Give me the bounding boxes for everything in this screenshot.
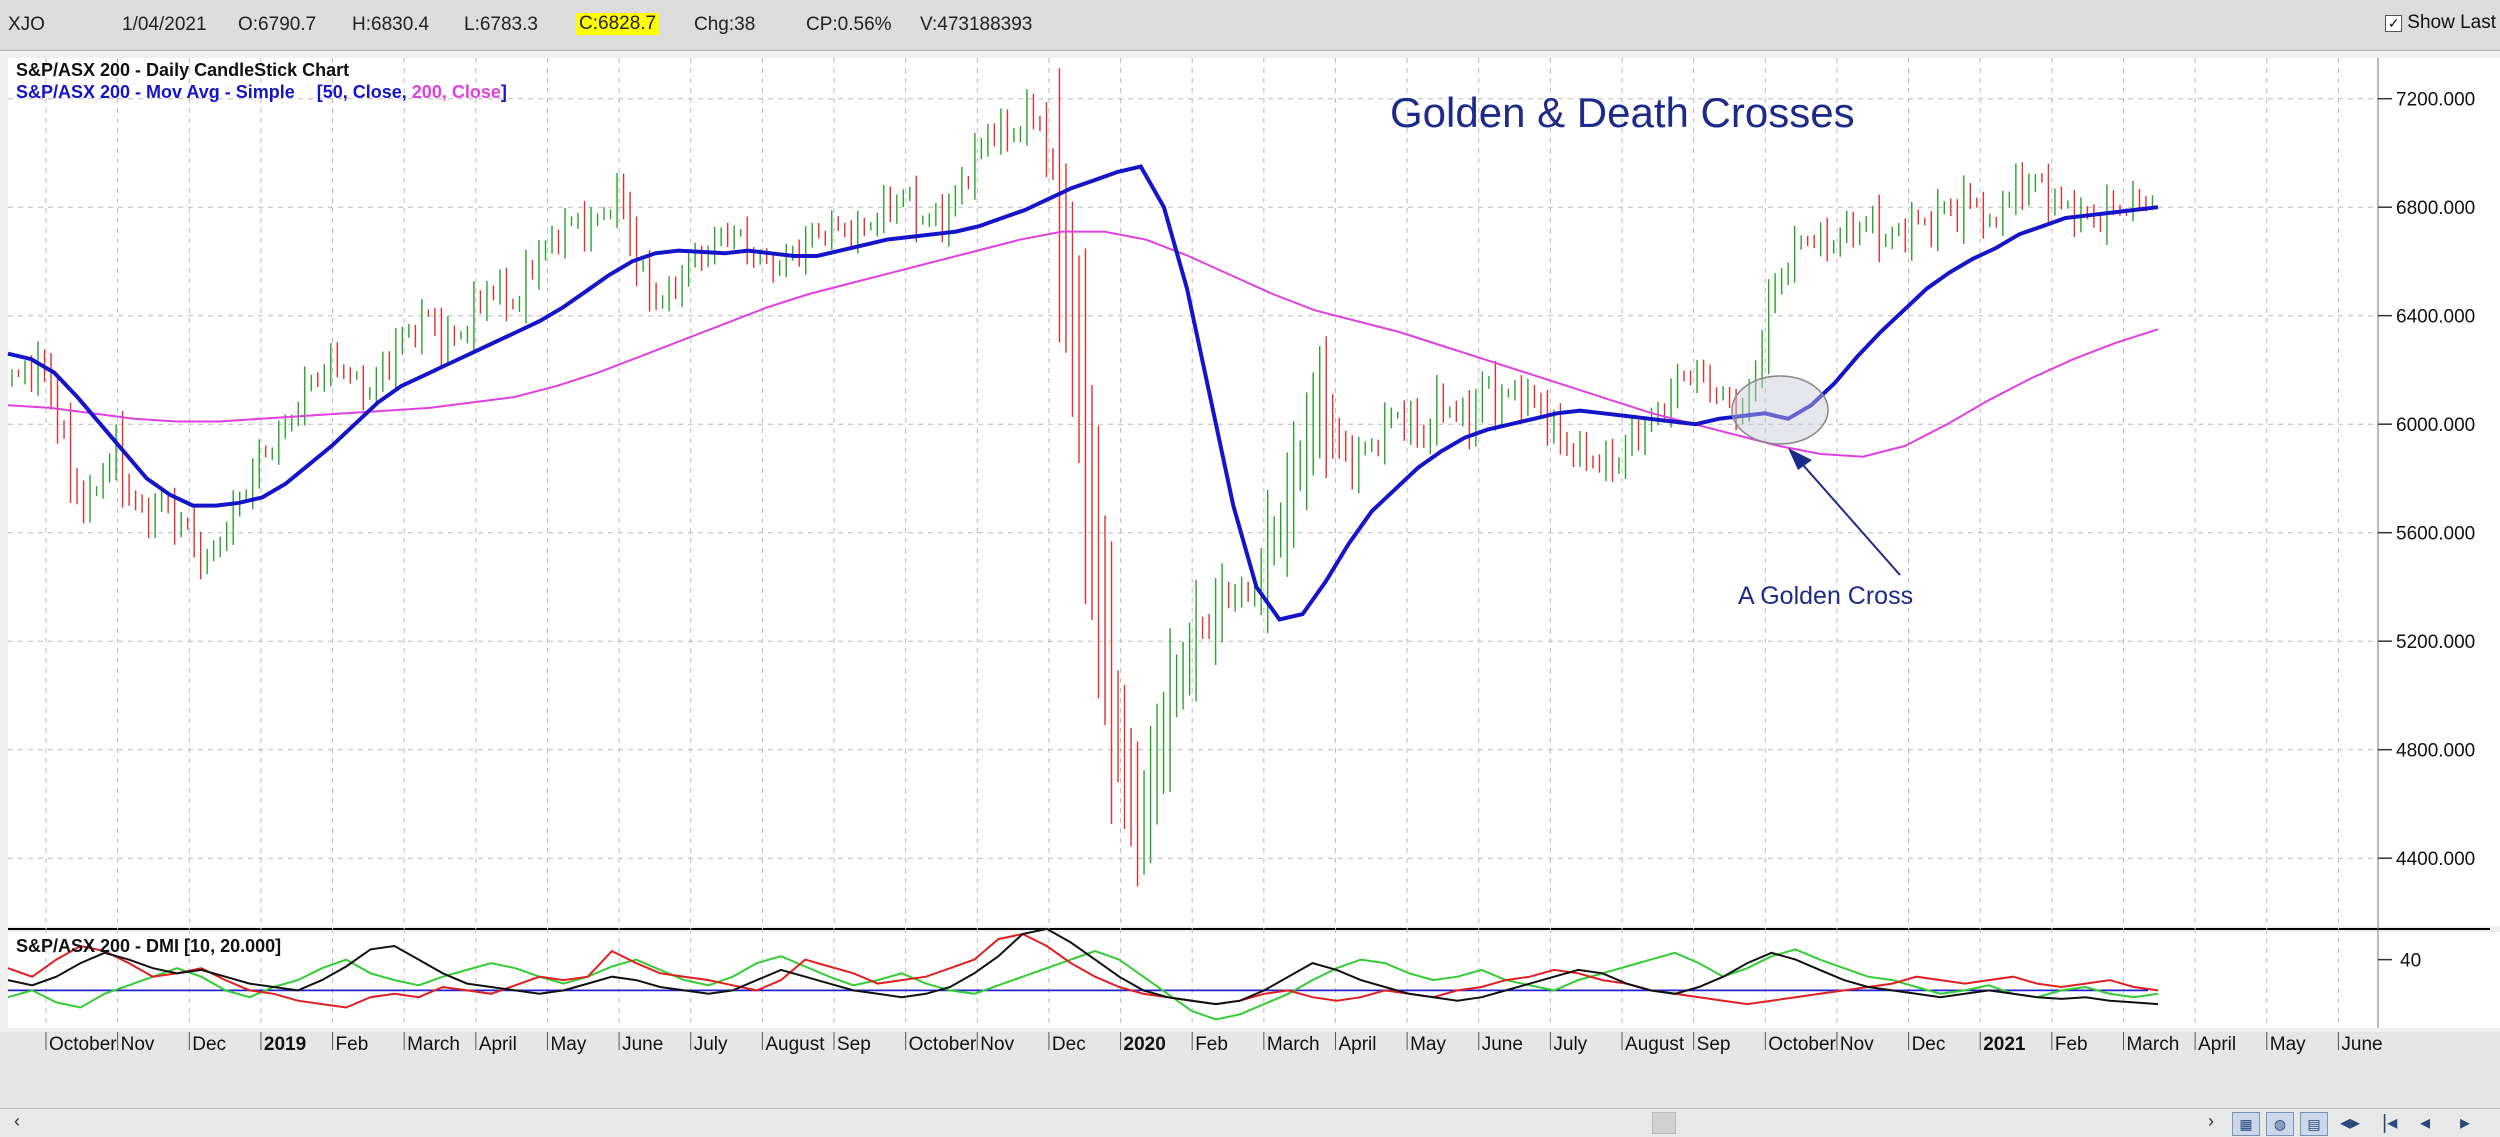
x-label-13: Nov	[980, 1034, 1014, 1055]
ma-legend-200: 200, Close	[412, 82, 501, 102]
x-label-9: July	[694, 1034, 728, 1055]
x-label-8: June	[622, 1034, 663, 1055]
change-label: Chg:38	[694, 14, 756, 35]
y-tick-label-2: 6400.000	[2396, 307, 2475, 328]
close-label: C:6828.7	[576, 13, 660, 35]
plus-di-line	[7, 948, 2159, 1021]
chart-title: Golden & Death Crosses	[1390, 89, 1855, 136]
y-tick-label-7: 4400.000	[2396, 849, 2475, 870]
high-label: H:6830.4	[352, 14, 430, 35]
price-legend: S&P/ASX 200 - Daily CandleStick Chart	[16, 60, 349, 80]
main-plot-area	[8, 58, 2148, 926]
vertical-grid	[45, 58, 2339, 1028]
next-icon[interactable]: ▸	[2460, 1112, 2471, 1134]
scroll-right-arrow[interactable]: ›	[2208, 1111, 2214, 1131]
x-label-6: April	[479, 1034, 517, 1055]
annotation-text: A Golden Cross	[1738, 582, 1913, 610]
x-label-32: June	[2341, 1034, 2382, 1055]
x-label-18: April	[1338, 1034, 1376, 1055]
candlesticks	[11, 68, 2154, 887]
y-tick-label-3: 6000.000	[2396, 415, 2475, 436]
x-label-26: Dec	[1912, 1034, 1946, 1055]
open-label: O:6790.7	[238, 14, 317, 35]
show-last-label: Show Last	[2407, 12, 2496, 33]
dmi-empty-area	[2148, 932, 2500, 1028]
x-label-22: August	[1625, 1034, 1685, 1055]
low-label: L:6783.3	[464, 14, 538, 35]
volume-label: V:473188393	[920, 14, 1033, 35]
x-axis-labels: October Nov Dec 2019 Feb March April May June Jul…	[45, 1032, 2383, 1055]
y-tick-label-0: 7200.000	[2396, 90, 2475, 111]
annotation-arrowhead	[1788, 448, 1812, 470]
x-label-1: Nov	[121, 1034, 155, 1055]
golden-cross-highlight	[1731, 375, 1829, 445]
ma-legend: S&P/ASX 200 - Mov Avg - Simple [50, Close…	[16, 82, 507, 102]
x-label-19: May	[1410, 1034, 1446, 1055]
x-label-20: June	[1482, 1034, 1523, 1055]
x-label-16: Feb	[1195, 1034, 1228, 1055]
x-label-4: Feb	[336, 1034, 369, 1055]
symbol-label: XJO	[8, 14, 45, 35]
x-label-17: March	[1267, 1034, 1320, 1055]
zoom-tool-icon[interactable]: ◍	[2266, 1112, 2294, 1136]
previous-icon[interactable]: ◂	[2420, 1112, 2431, 1134]
date-label: 1/04/2021	[122, 14, 207, 35]
x-label-10: August	[765, 1034, 825, 1055]
x-label-14: Dec	[1052, 1034, 1086, 1055]
x-label-0: October	[49, 1034, 117, 1055]
x-label-30: April	[2198, 1034, 2236, 1055]
x-label-25: Nov	[1840, 1034, 1874, 1055]
x-label-2: Dec	[192, 1034, 226, 1055]
expand-icon[interactable]: ◂▸	[2340, 1112, 2361, 1134]
dmi-tick-label-0: 40	[2400, 951, 2421, 972]
ma-legend-50: [50, Close,	[317, 82, 412, 102]
print-tool-icon[interactable]: ▤	[2300, 1112, 2328, 1136]
x-label-3: 2019	[264, 1034, 306, 1055]
x-label-5: March	[407, 1034, 460, 1055]
x-label-31: May	[2270, 1034, 2306, 1055]
y-tick-label-1: 6800.000	[2396, 198, 2475, 219]
x-axis-band	[0, 1032, 2500, 1108]
minus-di-line	[7, 932, 2159, 1009]
price-chart[interactable]: A Golden Cross Golden & Death Crosses S&…	[0, 50, 2500, 1108]
x-label-23: Sep	[1697, 1034, 1731, 1055]
sma-50-line	[7, 164, 2159, 622]
adx-line	[7, 927, 2159, 1006]
show-last-toggle[interactable]: ✓ Show Last	[2385, 12, 2496, 34]
y-tick-label-4: 5600.000	[2396, 524, 2475, 545]
annotation-arrow-line	[1795, 456, 1901, 576]
x-label-28: Feb	[2055, 1034, 2088, 1055]
ma-legend-close: ]	[501, 82, 507, 102]
y-tick-label-5: 5200.000	[2396, 632, 2475, 653]
x-label-15: 2020	[1124, 1034, 1166, 1055]
x-label-7: May	[550, 1034, 586, 1055]
dmi-legend: S&P/ASX 200 - DMI [10, 20.000]	[16, 936, 281, 956]
dmi-axis-ticks: 40	[2378, 951, 2421, 972]
x-label-29: March	[2126, 1034, 2179, 1055]
price-axis-ticks: 7200.000 6800.000 6400.000 6000.000 5600.000…	[2378, 90, 2475, 870]
first-bar-icon[interactable]: |◂	[2382, 1112, 2398, 1134]
change-percent-label: CP:0.56%	[806, 14, 892, 35]
ma-legend-prefix: S&P/ASX 200 - Mov Avg - Simple	[16, 82, 295, 102]
x-label-12: October	[909, 1034, 977, 1055]
x-label-11: Sep	[837, 1034, 871, 1055]
scroll-left-arrow[interactable]: ‹	[14, 1111, 20, 1131]
show-last-checkbox[interactable]: ✓	[2385, 14, 2403, 32]
main-empty-area	[2148, 58, 2500, 926]
bottom-scroll-bar[interactable]: ‹ › ▦ ◍ ▤ ◂▸ |◂ ◂ ▸	[0, 1108, 2500, 1137]
x-label-21: July	[1553, 1034, 1587, 1055]
y-tick-label-6: 4800.000	[2396, 741, 2475, 762]
x-label-27: 2021	[1983, 1034, 2026, 1055]
scroll-thumb[interactable]	[1652, 1112, 1676, 1134]
chart-tool-icon[interactable]: ▦	[2232, 1112, 2260, 1136]
x-label-24: October	[1768, 1034, 1836, 1055]
quote-toolbar: XJO 1/04/2021 O:6790.7 H:6830.4 L:6783.3…	[0, 0, 2500, 51]
